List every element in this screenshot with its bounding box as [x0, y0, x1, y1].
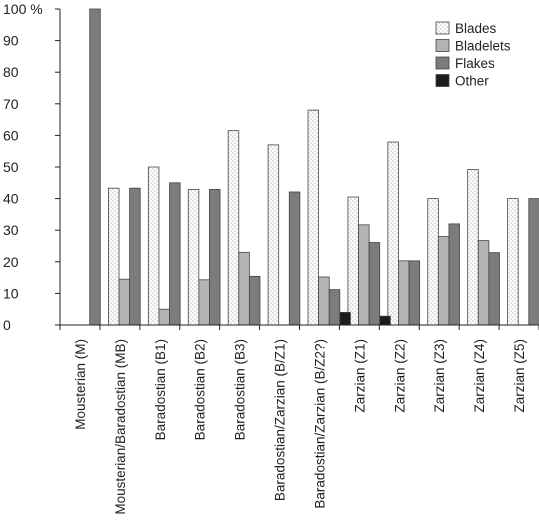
y-tick-label: 50 [3, 159, 19, 175]
bar-bladelets [198, 279, 210, 326]
y-tick-label: 0 [3, 317, 11, 333]
bar-bladelets [398, 260, 410, 326]
x-axis: Mousterian (M) Mousterian/Baradostian (MB… [59, 324, 539, 515]
x-tick-label: Mousterian (M) [73, 339, 88, 430]
bar-bladelets [318, 276, 330, 326]
bar-bladelets [158, 308, 170, 326]
x-tick-label: Zarzian (Z2) [392, 339, 407, 413]
bar-flakes [528, 198, 539, 326]
x-tick-label: Baradostian (B2) [193, 339, 208, 440]
bars [89, 8, 539, 326]
bar-flakes [288, 191, 301, 326]
bar-blades [147, 166, 160, 326]
y-tick-label: 20 [3, 254, 19, 270]
legend-label-bladelets: Bladelets [455, 39, 511, 54]
bar-flakes [129, 187, 141, 326]
bar-blades [307, 109, 320, 326]
bar-blades [187, 189, 200, 326]
bar-flakes [408, 260, 421, 326]
legend-swatch-bladelets [435, 39, 450, 52]
bar-blades [227, 130, 240, 326]
x-tick-label: Baradostian/Zarzian (B/Z1) [273, 339, 288, 501]
bar-other [339, 311, 351, 326]
y-tick-label: 80 [3, 64, 19, 80]
bar-other [379, 315, 391, 326]
x-tick-label: Baradostian/Zarzian (B/Z2?) [312, 339, 327, 509]
bar-bladelets [358, 224, 370, 326]
y-tick-label: 10 [3, 285, 19, 301]
x-tick-label: Mousterian/Baradostian (MB) [113, 339, 128, 515]
legend: Blades Bladelets Flakes Other [435, 21, 511, 89]
x-tick-label: Zarzian (Z3) [432, 339, 447, 413]
bar-flakes [368, 242, 381, 326]
y-tick-label: 100 % [3, 1, 43, 17]
bar-flakes [488, 252, 500, 326]
bar-blades [347, 196, 359, 326]
y-tick-label: 40 [3, 191, 19, 207]
x-tick-label: Zarzian (Z1) [352, 339, 367, 413]
bar-bladelets [238, 251, 250, 326]
x-tick-label: Zarzian (Z5) [512, 339, 527, 413]
x-tick-label: Zarzian (Z4) [472, 339, 487, 413]
legend-swatch-blades [435, 21, 450, 35]
x-tick-label: Baradostian (B1) [153, 339, 168, 440]
x-tick-label: Baradostian (B3) [233, 339, 248, 440]
legend-label-blades: Blades [455, 21, 497, 36]
bar-bladelets [437, 236, 450, 326]
bar-bladelets [118, 278, 131, 326]
y-tick-label: 30 [3, 222, 19, 238]
bar-flakes [248, 275, 261, 326]
bar-flakes [448, 223, 460, 326]
legend-swatch-other [435, 74, 450, 87]
bar-blades [387, 141, 399, 326]
bar-bladelets [477, 240, 490, 326]
bar-flakes [169, 182, 181, 326]
y-tick-label: 60 [3, 127, 19, 143]
bar-blades [427, 198, 439, 326]
bar-flakes [328, 289, 341, 326]
legend-swatch-flakes [435, 56, 450, 70]
legend-label-other: Other [455, 74, 489, 89]
y-axis: 0 10 20 30 40 50 60 70 80 90 100 % [3, 1, 61, 333]
legend-label-flakes: Flakes [455, 56, 495, 71]
bar-blades [108, 187, 120, 326]
bar-flakes [209, 189, 221, 326]
y-tick-label: 90 [3, 33, 19, 49]
bar-blades [267, 144, 280, 326]
bar-blades [467, 169, 479, 326]
bar-blades [507, 198, 519, 326]
y-tick-label: 70 [3, 96, 19, 112]
bar-flakes [89, 8, 101, 326]
